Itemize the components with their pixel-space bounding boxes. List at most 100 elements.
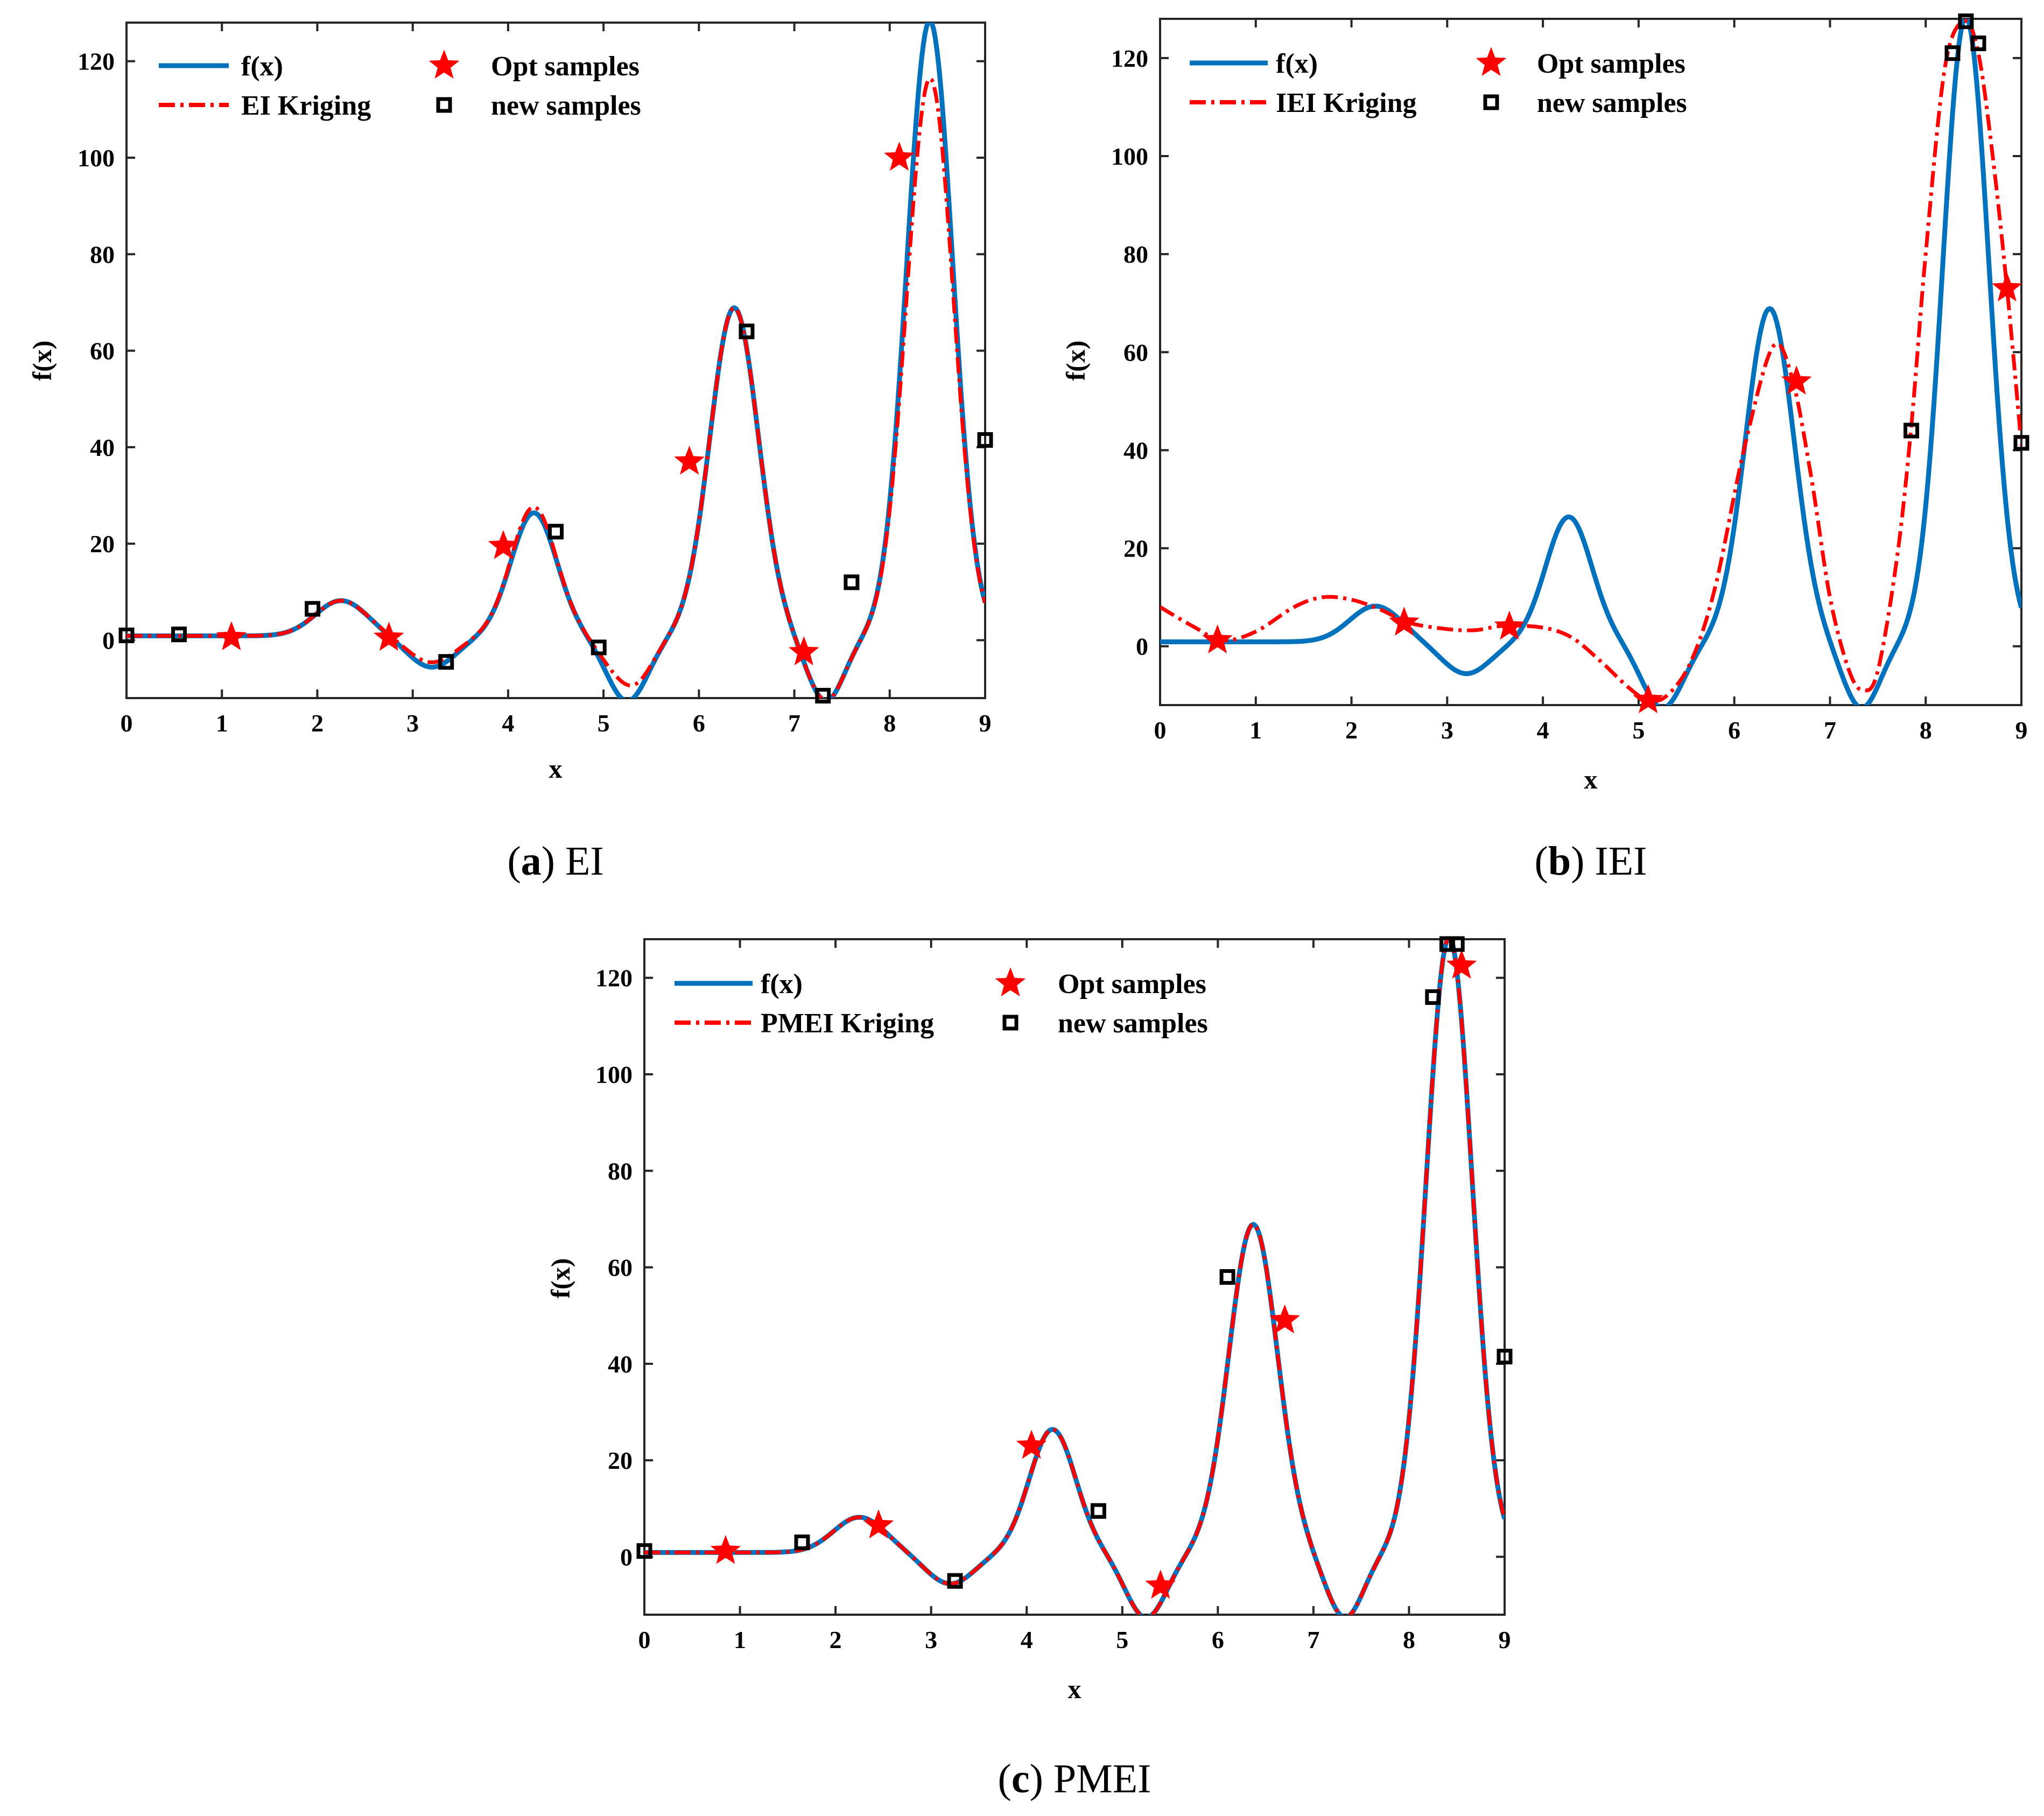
x-tick-label: 7 — [1824, 716, 1836, 744]
y-tick-label: 80 — [1123, 241, 1148, 268]
x-axis-label-c: x — [1068, 1674, 1081, 1704]
new-sample-marker — [548, 524, 564, 540]
y-tick-label: 100 — [78, 144, 115, 172]
new-sample-marker — [171, 627, 187, 643]
legend-new-marker-b — [1483, 94, 1499, 110]
x-tick-label: 1 — [734, 1626, 746, 1653]
x-tick-label: 5 — [1632, 716, 1645, 744]
opt-sample-marker — [1781, 365, 1812, 395]
legend-new-label-c: new samples — [1058, 1008, 1208, 1039]
new-sample-marker — [1090, 1503, 1106, 1519]
opt-sample-marker — [1202, 624, 1233, 653]
new-sample-marker — [1944, 45, 1961, 61]
x-tick-label: 0 — [1154, 716, 1167, 744]
plot-frame-a — [125, 22, 986, 699]
new-sample-marker — [305, 601, 321, 617]
legend-new-marker-c — [1002, 1015, 1019, 1031]
x-tick-label: 5 — [598, 709, 610, 737]
new-sample-marker — [1425, 989, 1441, 1005]
y-tick-label: 120 — [595, 965, 633, 992]
caption-a: (a) EI — [507, 839, 603, 884]
true-function-line — [1160, 19, 2021, 705]
x-tick-label: 9 — [2015, 716, 2028, 744]
x-tick-label: 4 — [1021, 1626, 1033, 1653]
y-axis-label-b: f(x) — [1060, 341, 1091, 381]
legend-opt-label-b: Opt samples — [1537, 48, 1685, 79]
legend-star-shape — [429, 50, 460, 79]
opt-sample-marker — [710, 1535, 741, 1564]
y-tick-label: 120 — [1111, 45, 1148, 72]
new-sample-marker — [1970, 36, 1986, 52]
opt-sample-marker — [1145, 1569, 1176, 1599]
legend-opt-marker-c — [995, 967, 1026, 997]
new-sample-marker — [977, 432, 993, 448]
x-tick-label: 1 — [1249, 716, 1262, 744]
y-tick-label: 80 — [608, 1157, 633, 1185]
legend-a: f(x) EI Kriging Opt samples new samples — [159, 50, 641, 121]
x-tick-label: 5 — [1116, 1626, 1128, 1653]
legend-true-label-b: f(x) — [1276, 48, 1318, 79]
legend-c: f(x) PMEI Kriging Opt samples new sample… — [675, 967, 1208, 1039]
legend-kriging-label-a: EI Kriging — [241, 90, 371, 121]
caption-letter-a: a — [521, 839, 542, 884]
x-tick-label: 6 — [1728, 716, 1740, 744]
legend-star-shape — [1476, 47, 1507, 76]
opt-sample-marker — [1494, 610, 1525, 640]
y-tick-label: 0 — [102, 627, 115, 654]
kriging-line — [644, 939, 1505, 1615]
y-tick-label: 20 — [90, 530, 115, 558]
new-sample-marker — [1903, 423, 1920, 439]
new-sample-marker — [118, 627, 135, 643]
caption-letter-c: c — [1012, 1756, 1030, 1801]
y-axis-label-c: f(x) — [545, 1258, 575, 1299]
x-tick-label: 9 — [1499, 1626, 1511, 1653]
opt-sample-marker — [884, 142, 915, 171]
ticks-b: 0 1 2 3 4 5 6 7 8 9 0 20 40 60 80 100 120 — [1111, 19, 2028, 744]
x-tick-label: 2 — [830, 1626, 842, 1653]
kriging-line — [127, 76, 985, 698]
x-tick-label: 9 — [979, 709, 992, 737]
x-tick-label: 8 — [883, 709, 896, 737]
y-tick-label: 40 — [90, 434, 115, 461]
opt-sample-marker — [1016, 1430, 1047, 1459]
opt-sample-marker — [1446, 949, 1477, 979]
curves-a — [127, 23, 985, 698]
y-tick-label: 60 — [90, 337, 115, 365]
x-axis-label-b: x — [1584, 764, 1598, 794]
new-sample-marker — [844, 574, 860, 590]
caption-text-a: EI — [565, 839, 604, 884]
opt-sample-marker — [374, 622, 404, 651]
curves-b — [1160, 19, 2021, 705]
x-tick-label: 0 — [121, 709, 133, 737]
legend-b: f(x) IEI Kriging Opt samples new samples — [1190, 47, 1687, 118]
new-sample-marker — [794, 1535, 810, 1551]
x-tick-label: 7 — [788, 709, 800, 737]
panel-a: 0 1 2 3 4 5 6 7 8 9 0 20 40 60 80 100 120 x f(x) f(x) EI… — [27, 22, 993, 884]
new-sample-marker — [947, 1573, 963, 1589]
opt-sample-marker — [216, 621, 247, 651]
ticks-c: 0 1 2 3 4 5 6 7 8 9 0 20 40 60 80 100 120 — [595, 939, 1511, 1653]
legend-square-shape — [1483, 94, 1499, 110]
opt-sample-marker — [788, 636, 819, 665]
legend-square-shape — [1002, 1015, 1019, 1031]
x-tick-label: 8 — [1920, 716, 1932, 744]
caption-text-b: IEI — [1595, 839, 1647, 884]
opt-sample-marker — [863, 1509, 894, 1539]
legend-opt-marker-b — [1476, 47, 1507, 76]
new-sample-marker — [1219, 1269, 1235, 1285]
y-tick-label: 0 — [1136, 633, 1148, 660]
legend-opt-marker-a — [429, 50, 460, 79]
x-tick-label: 0 — [638, 1626, 651, 1653]
x-axis-label-a: x — [549, 754, 563, 784]
y-axis-label-a: f(x) — [27, 341, 57, 381]
y-tick-label: 100 — [1111, 143, 1148, 170]
legend-new-label-b: new samples — [1537, 88, 1687, 118]
opt-sample-marker — [1633, 684, 1663, 713]
new-sample-marker — [1449, 936, 1465, 952]
x-tick-label: 3 — [1441, 716, 1453, 744]
new-sample-marker — [739, 323, 755, 340]
x-tick-label: 3 — [406, 709, 419, 737]
new-sample-marker — [1958, 13, 1974, 30]
new-sample-marker — [1439, 936, 1455, 952]
